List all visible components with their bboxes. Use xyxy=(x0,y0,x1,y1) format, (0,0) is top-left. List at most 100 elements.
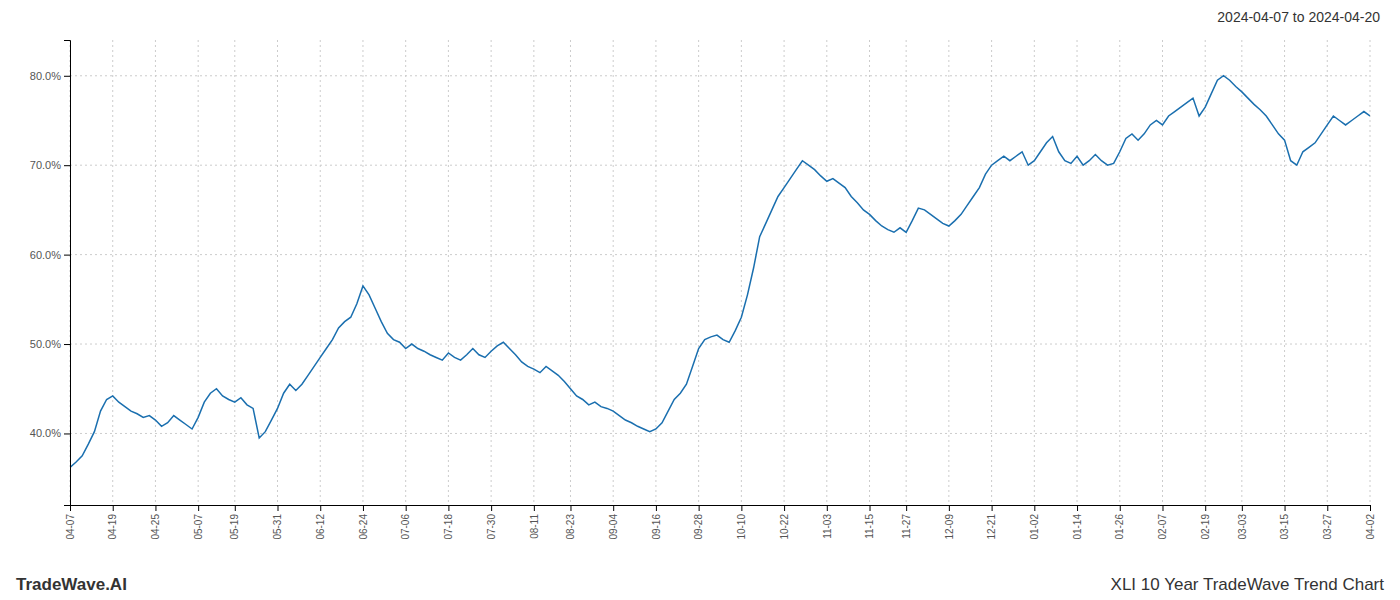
y-axis-line xyxy=(64,41,71,506)
x-tick-label: 01-26 xyxy=(1114,514,1125,540)
grid-line-x xyxy=(112,40,113,505)
x-tick-label: 10-22 xyxy=(779,514,790,540)
x-tick-mark xyxy=(491,505,492,511)
x-tick-mark xyxy=(613,505,614,511)
x-tick: 12-09 xyxy=(944,505,955,540)
x-tick-label: 04-19 xyxy=(107,514,118,540)
x-axis: 04-0704-1904-2505-0705-1905-3106-1206-24… xyxy=(65,505,1376,540)
x-tick-mark xyxy=(1120,505,1121,511)
x-tick-mark xyxy=(113,505,114,511)
x-tick: 05-31 xyxy=(272,505,283,540)
x-tick-mark xyxy=(699,505,700,511)
grid-line-x xyxy=(448,40,449,505)
x-tick-label: 07-06 xyxy=(400,514,411,540)
y-tick-label: 40.0% xyxy=(30,427,61,439)
grid-line-x xyxy=(1162,40,1163,505)
y-tick-mark xyxy=(64,76,70,77)
x-tick-mark xyxy=(741,505,742,511)
x-tick-label: 09-28 xyxy=(693,514,704,540)
x-tick-label: 03-27 xyxy=(1322,514,1333,540)
x-tick: 10-22 xyxy=(779,505,790,540)
grid-line-x xyxy=(320,40,321,505)
annotation: 2024-04-07 to 2024-04-20 xyxy=(1217,9,1380,25)
x-tick-mark xyxy=(1034,505,1035,511)
x-tick-mark xyxy=(1205,505,1206,511)
grid-line-x xyxy=(234,40,235,505)
y-tick-mark xyxy=(64,255,70,256)
footer-right: XLI 10 Year TradeWave Trend Chart xyxy=(1111,575,1385,594)
y-tick-mark xyxy=(64,433,70,434)
x-tick: 07-18 xyxy=(443,505,454,540)
x-tick-mark xyxy=(656,505,657,511)
grid-line-y xyxy=(70,433,1370,434)
grid-line-x xyxy=(277,40,278,505)
x-tick-label: 03-03 xyxy=(1237,514,1248,540)
x-tick-label: 05-07 xyxy=(193,514,204,540)
x-tick-mark xyxy=(870,505,871,511)
x-tick: 01-02 xyxy=(1029,505,1040,540)
x-tick-label: 05-19 xyxy=(229,514,240,540)
x-tick: 06-24 xyxy=(358,505,369,540)
x-tick-mark xyxy=(784,505,785,511)
x-tick-mark xyxy=(992,505,993,511)
x-tick: 03-15 xyxy=(1279,505,1290,540)
grid-line-x xyxy=(491,40,492,505)
x-tick-label: 04-07 xyxy=(65,514,76,540)
grid-line-x xyxy=(698,40,699,505)
grid-line-x xyxy=(1077,40,1078,505)
grid-line-x xyxy=(1327,40,1328,505)
x-tick-label: 07-30 xyxy=(486,514,497,540)
x-tick: 09-16 xyxy=(651,505,662,540)
plot: 40.0% 50.0% 60.0% 70.0% 80.0% 04-07 04-19 04-25… xyxy=(30,40,1376,540)
y-tick: 80.0% xyxy=(30,70,70,82)
grid-line-x xyxy=(948,40,949,505)
y-tick-label: 60.0% xyxy=(30,249,61,261)
x-tick: 03-27 xyxy=(1322,505,1333,540)
x-axis-line xyxy=(71,506,1371,512)
x-tick-label: 11-15 xyxy=(864,514,875,539)
x-tick: 08-11 xyxy=(529,505,540,539)
grid-line-x xyxy=(826,40,827,505)
x-tick: 11-27 xyxy=(901,505,912,539)
x-tick: 07-06 xyxy=(400,505,411,540)
chart: 40.0% 50.0% 60.0% 70.0% 80.0% 04-07 04-19 04-25… xyxy=(0,0,1400,600)
x-tick: 11-03 xyxy=(822,505,833,539)
y-tick-label: 50.0% xyxy=(30,338,61,350)
x-tick: 12-21 xyxy=(986,505,997,540)
marks xyxy=(70,76,1370,468)
x-tick-label: 04-25 xyxy=(150,514,161,540)
x-tick: 04-07 xyxy=(65,505,76,540)
grid-line-x xyxy=(1034,40,1035,505)
x-tick: 11-15 xyxy=(864,505,875,539)
x-tick-label: 10-10 xyxy=(736,514,747,540)
x-tick-label: 04-02 xyxy=(1365,514,1376,540)
grid-line-x xyxy=(198,40,199,505)
x-tick: 05-07 xyxy=(193,505,204,540)
x-tick: 03-03 xyxy=(1237,505,1248,540)
y-axis: 40.0% 50.0% 60.0% 70.0% 80.0% xyxy=(30,41,71,506)
y-tick: 60.0% xyxy=(30,249,70,261)
x-tick-mark xyxy=(363,505,364,511)
footer-left: TradeWave.AI xyxy=(16,575,127,594)
x-tick-mark xyxy=(406,505,407,511)
x-tick-mark xyxy=(1370,505,1371,511)
x-tick-label: 02-07 xyxy=(1157,514,1168,540)
grid-line-x xyxy=(906,40,907,505)
y-tick: 50.0% xyxy=(30,338,70,350)
y-tick-mark xyxy=(64,165,70,166)
x-tick: 02-19 xyxy=(1200,505,1211,540)
x-tick-label: 01-02 xyxy=(1029,514,1040,540)
grid-line-x xyxy=(613,40,614,505)
y-tick-label: 70.0% xyxy=(30,159,61,171)
x-tick-mark xyxy=(155,505,156,511)
x-tick: 09-28 xyxy=(693,505,704,540)
x-tick-label: 11-27 xyxy=(901,514,912,539)
x-tick-label: 09-04 xyxy=(608,514,619,540)
x-tick-mark xyxy=(949,505,950,511)
grid-line-x xyxy=(1284,40,1285,505)
x-tick-label: 12-21 xyxy=(986,514,997,540)
x-tick-label: 07-18 xyxy=(443,514,454,540)
x-tick-label: 02-19 xyxy=(1200,514,1211,540)
y-tick: 40.0% xyxy=(30,427,70,439)
x-tick-mark xyxy=(1327,505,1328,511)
